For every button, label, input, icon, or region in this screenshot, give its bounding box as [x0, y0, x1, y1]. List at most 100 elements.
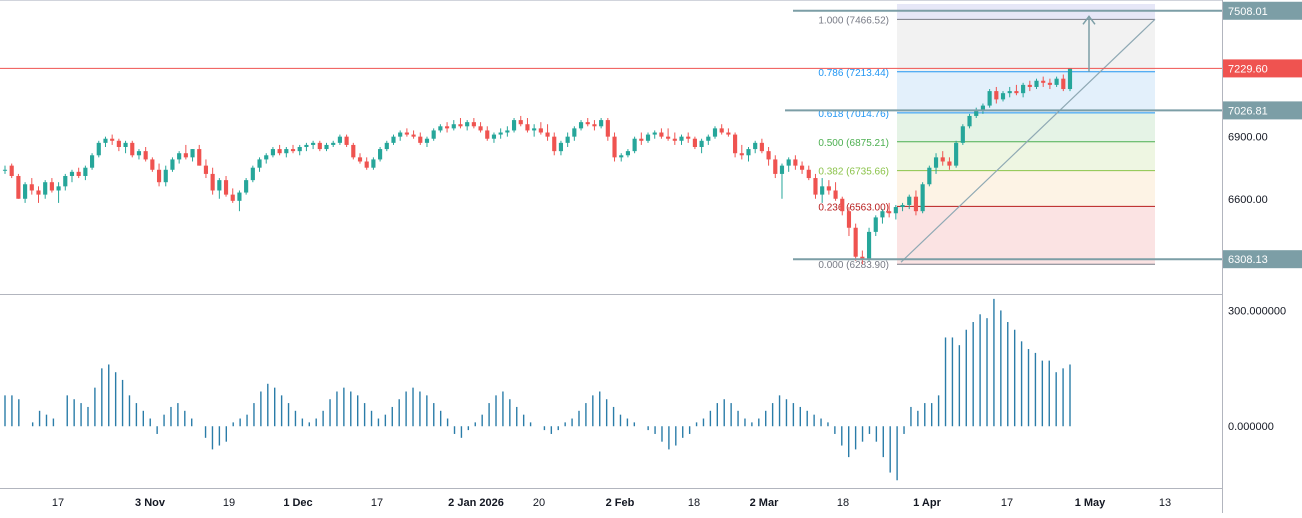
candle-body[interactable]: [766, 151, 771, 160]
candle-body[interactable]: [1047, 82, 1052, 85]
candle-body[interactable]: [552, 136, 557, 152]
candle-body[interactable]: [465, 122, 470, 127]
candle-body[interactable]: [398, 132, 403, 137]
candle-body[interactable]: [773, 159, 778, 174]
candle-body[interactable]: [692, 138, 697, 147]
candle-body[interactable]: [505, 130, 510, 133]
candle-body[interactable]: [739, 153, 744, 156]
candle-body[interactable]: [384, 142, 389, 150]
candle-body[interactable]: [893, 207, 898, 214]
candle-body[interactable]: [699, 140, 704, 147]
candle-body[interactable]: [525, 124, 530, 131]
candle-body[interactable]: [980, 105, 986, 110]
candle-body[interactable]: [632, 138, 637, 152]
candle-body[interactable]: [163, 169, 168, 183]
candle-body[interactable]: [565, 136, 570, 143]
candle-body[interactable]: [116, 140, 121, 147]
candle-body[interactable]: [471, 122, 476, 127]
candle-body[interactable]: [391, 136, 396, 143]
candle-body[interactable]: [210, 173, 215, 191]
candle-body[interactable]: [250, 167, 255, 181]
candle-body[interactable]: [150, 159, 155, 170]
candle-body[interactable]: [23, 184, 28, 199]
candle-body[interactable]: [438, 126, 443, 131]
candle-body[interactable]: [418, 136, 423, 143]
candle-body[interactable]: [371, 159, 376, 168]
candle-body[interactable]: [666, 136, 671, 139]
candle-body[interactable]: [123, 142, 128, 147]
candle-body[interactable]: [76, 171, 81, 176]
candle-body[interactable]: [1027, 84, 1032, 87]
candle-body[interactable]: [826, 186, 831, 191]
candle-body[interactable]: [257, 159, 262, 168]
candle-body[interactable]: [793, 159, 798, 166]
candle-body[interactable]: [89, 155, 95, 168]
candle-body[interactable]: [170, 159, 175, 170]
candle-body[interactable]: [846, 211, 852, 228]
candle-body[interactable]: [538, 128, 543, 133]
candle-body[interactable]: [130, 142, 135, 156]
candle-body[interactable]: [284, 149, 289, 154]
candle-body[interactable]: [270, 149, 276, 156]
candle-body[interactable]: [1041, 80, 1046, 83]
candle-body[interactable]: [719, 128, 724, 133]
candle-body[interactable]: [183, 153, 188, 158]
candle-body[interactable]: [625, 151, 631, 156]
candle-body[interactable]: [927, 167, 932, 185]
candle-body[interactable]: [424, 138, 430, 143]
candle-body[interactable]: [511, 120, 517, 131]
candle-body[interactable]: [1034, 80, 1039, 87]
candle-body[interactable]: [759, 142, 764, 152]
candle-body[interactable]: [324, 144, 329, 150]
candle-body[interactable]: [297, 147, 302, 152]
candle-body[interactable]: [143, 151, 148, 160]
candle-body[interactable]: [337, 136, 342, 143]
candle-body[interactable]: [1014, 91, 1019, 94]
candle-body[interactable]: [1067, 68, 1073, 90]
candle-body[interactable]: [136, 151, 142, 156]
candle-body[interactable]: [619, 155, 624, 158]
candle-body[interactable]: [56, 186, 61, 191]
candle-body[interactable]: [190, 149, 195, 158]
candle-body[interactable]: [726, 132, 731, 135]
candle-body[interactable]: [96, 142, 101, 156]
candle-body[interactable]: [217, 180, 222, 191]
candle-body[interactable]: [83, 167, 88, 176]
candle-body[interactable]: [753, 142, 758, 150]
candle-body[interactable]: [444, 126, 450, 129]
candle-body[interactable]: [404, 132, 409, 135]
candle-body[interactable]: [645, 134, 651, 141]
candle-body[interactable]: [156, 169, 162, 183]
candle-body[interactable]: [351, 144, 356, 158]
candle-body[interactable]: [679, 136, 684, 141]
candle-body[interactable]: [558, 142, 564, 152]
candle-body[interactable]: [223, 180, 229, 195]
candle-body[interactable]: [672, 138, 677, 141]
candle-body[interactable]: [933, 157, 939, 168]
candle-body[interactable]: [572, 128, 577, 137]
fib-trend-line[interactable]: [900, 18, 1156, 263]
candle-body[interactable]: [311, 142, 316, 145]
candle-body[interactable]: [733, 134, 738, 154]
candle-body[interactable]: [69, 171, 75, 176]
candle-body[interactable]: [1021, 84, 1026, 94]
candle-body[interactable]: [779, 165, 785, 174]
candle-body[interactable]: [920, 184, 925, 212]
candle-body[interactable]: [110, 138, 115, 141]
candle-body[interactable]: [2, 169, 8, 171]
candle-body[interactable]: [230, 194, 235, 201]
candle-body[interactable]: [578, 122, 584, 129]
candle-body[interactable]: [478, 126, 483, 131]
candle-body[interactable]: [913, 196, 919, 212]
candle-body[interactable]: [592, 124, 597, 127]
candle-body[interactable]: [974, 109, 979, 116]
candle-body[interactable]: [585, 122, 590, 125]
candle-body[interactable]: [451, 124, 456, 129]
candle-body[interactable]: [652, 132, 657, 135]
candle-body[interactable]: [344, 136, 349, 145]
candle-body[interactable]: [960, 126, 965, 143]
candle-body[interactable]: [304, 144, 309, 147]
candle-body[interactable]: [485, 130, 490, 139]
